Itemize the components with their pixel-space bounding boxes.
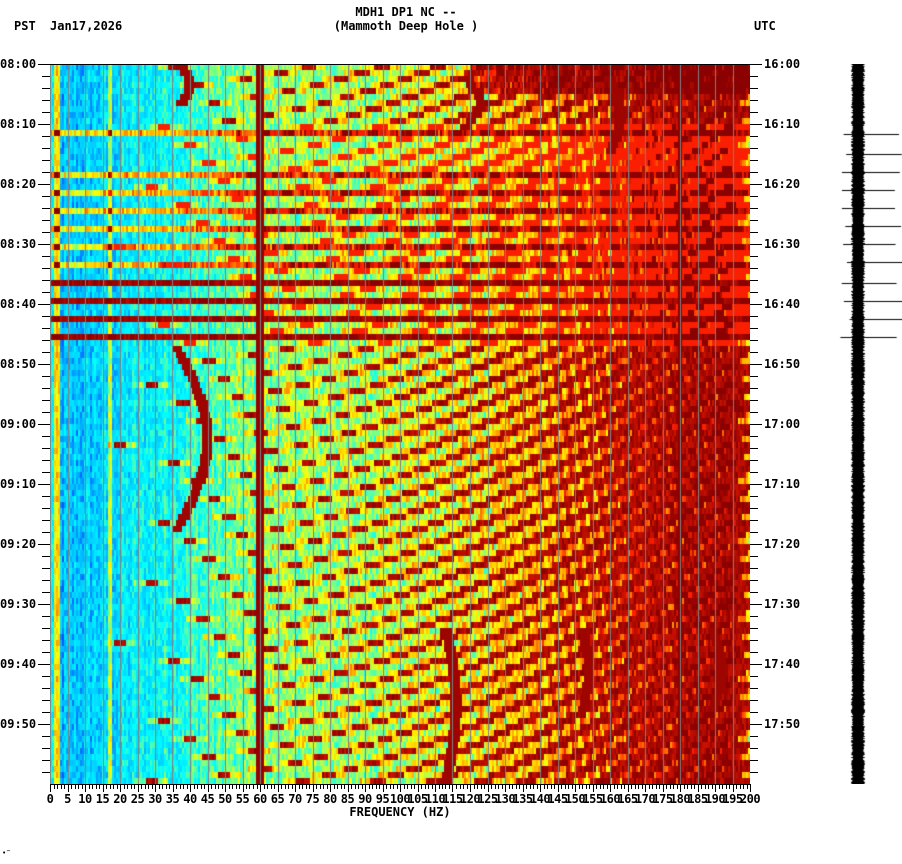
x-tick-label: 120 [459, 792, 481, 806]
y-tick-label-pst: 09:20 [0, 537, 37, 551]
y-tick-label-pst: 08:40 [0, 297, 37, 311]
y-tick-label-utc: 17:30 [764, 597, 801, 611]
x-tick-label: 165 [617, 792, 638, 806]
x-tick-label: 10 [78, 792, 92, 806]
x-tick-label: 175 [652, 792, 673, 806]
x-tick-label: 190 [704, 792, 726, 806]
y-tick-label-utc: 16:40 [764, 297, 801, 311]
y-tick-label-utc: 17:10 [764, 477, 801, 491]
x-tick-label: 50 [218, 792, 232, 806]
page-title-location: (Mammoth Deep Hole ) [333, 19, 479, 33]
y-tick-label-utc: 17:50 [764, 717, 801, 731]
x-tick-label: 55 [235, 792, 250, 806]
y-tick-label-pst: 09:00 [0, 417, 37, 431]
x-tick-label: 0 [46, 792, 54, 806]
y-tick-label-utc: 16:10 [764, 117, 801, 131]
x-tick-label: 125 [477, 792, 498, 806]
corner-mark: •‴ [2, 849, 11, 857]
x-tick-label: 110 [424, 792, 446, 806]
y-tick-label-utc: 16:00 [764, 57, 801, 71]
x-tick-label: 135 [512, 792, 533, 806]
x-tick-label: 45 [200, 792, 215, 806]
x-tick-label: 30 [148, 792, 162, 806]
x-tick-label: 25 [130, 792, 145, 806]
x-tick-label: 145 [547, 792, 568, 806]
y-tick-label-utc: 17:40 [764, 657, 801, 671]
x-tick-label: 180 [669, 792, 691, 806]
x-tick-label: 100 [389, 792, 411, 806]
x-tick-label: 60 [253, 792, 267, 806]
x-tick-label: 5 [64, 792, 71, 806]
y-tick-label-pst: 09:40 [0, 657, 37, 671]
y-tick-label-pst: 08:00 [0, 57, 37, 71]
y-tick-label-pst: 09:30 [0, 597, 37, 611]
x-tick-label: 35 [165, 792, 180, 806]
spectrogram-heatmap [50, 64, 750, 784]
x-tick-label: 170 [634, 792, 656, 806]
x-tick-label: 140 [529, 792, 551, 806]
x-tick-label: 150 [564, 792, 586, 806]
y-tick-label-utc: 16:30 [764, 237, 801, 251]
x-tick-label: 90 [358, 792, 372, 806]
x-tick-label: 20 [113, 792, 127, 806]
page-title-station: MDH1 DP1 NC -- [355, 5, 457, 19]
x-tick-label: 115 [442, 792, 463, 806]
x-tick-label: 200 [739, 792, 761, 806]
right-timezone-label: UTC [754, 19, 776, 33]
x-tick-label: 155 [582, 792, 603, 806]
x-tick-label: 85 [340, 792, 355, 806]
y-tick-label-pst: 09:10 [0, 477, 37, 491]
x-tick-label: 195 [722, 792, 743, 806]
x-tick-label: 80 [323, 792, 337, 806]
x-tick-label: 70 [288, 792, 302, 806]
x-tick-label: 40 [183, 792, 197, 806]
x-tick-label: 185 [687, 792, 708, 806]
x-tick-label: 130 [494, 792, 516, 806]
left-timezone-label: PST [14, 19, 36, 33]
x-tick-label: 105 [407, 792, 428, 806]
x-tick-label: 65 [270, 792, 285, 806]
y-tick-label-utc: 17:20 [764, 537, 801, 551]
x-tick-label: 95 [375, 792, 390, 806]
y-tick-label-pst: 08:50 [0, 357, 37, 371]
y-tick-label-pst: 08:10 [0, 117, 37, 131]
date-label: Jan17,2026 [50, 19, 123, 33]
y-tick-label-utc: 16:20 [764, 177, 801, 191]
y-tick-label-pst: 08:20 [0, 177, 37, 191]
y-tick-label-pst: 08:30 [0, 237, 37, 251]
x-tick-label: 160 [599, 792, 621, 806]
x-tick-label: 75 [305, 792, 320, 806]
spectrogram-plot [50, 64, 750, 784]
y-tick-label-utc: 17:00 [764, 417, 801, 431]
x-axis-title: FREQUENCY (HZ) [349, 805, 451, 819]
y-tick-label-pst: 09:50 [0, 717, 37, 731]
seismogram-trace [830, 64, 902, 784]
y-tick-label-utc: 16:50 [764, 357, 801, 371]
x-tick-label: 15 [95, 792, 110, 806]
plot-frame [50, 64, 750, 784]
